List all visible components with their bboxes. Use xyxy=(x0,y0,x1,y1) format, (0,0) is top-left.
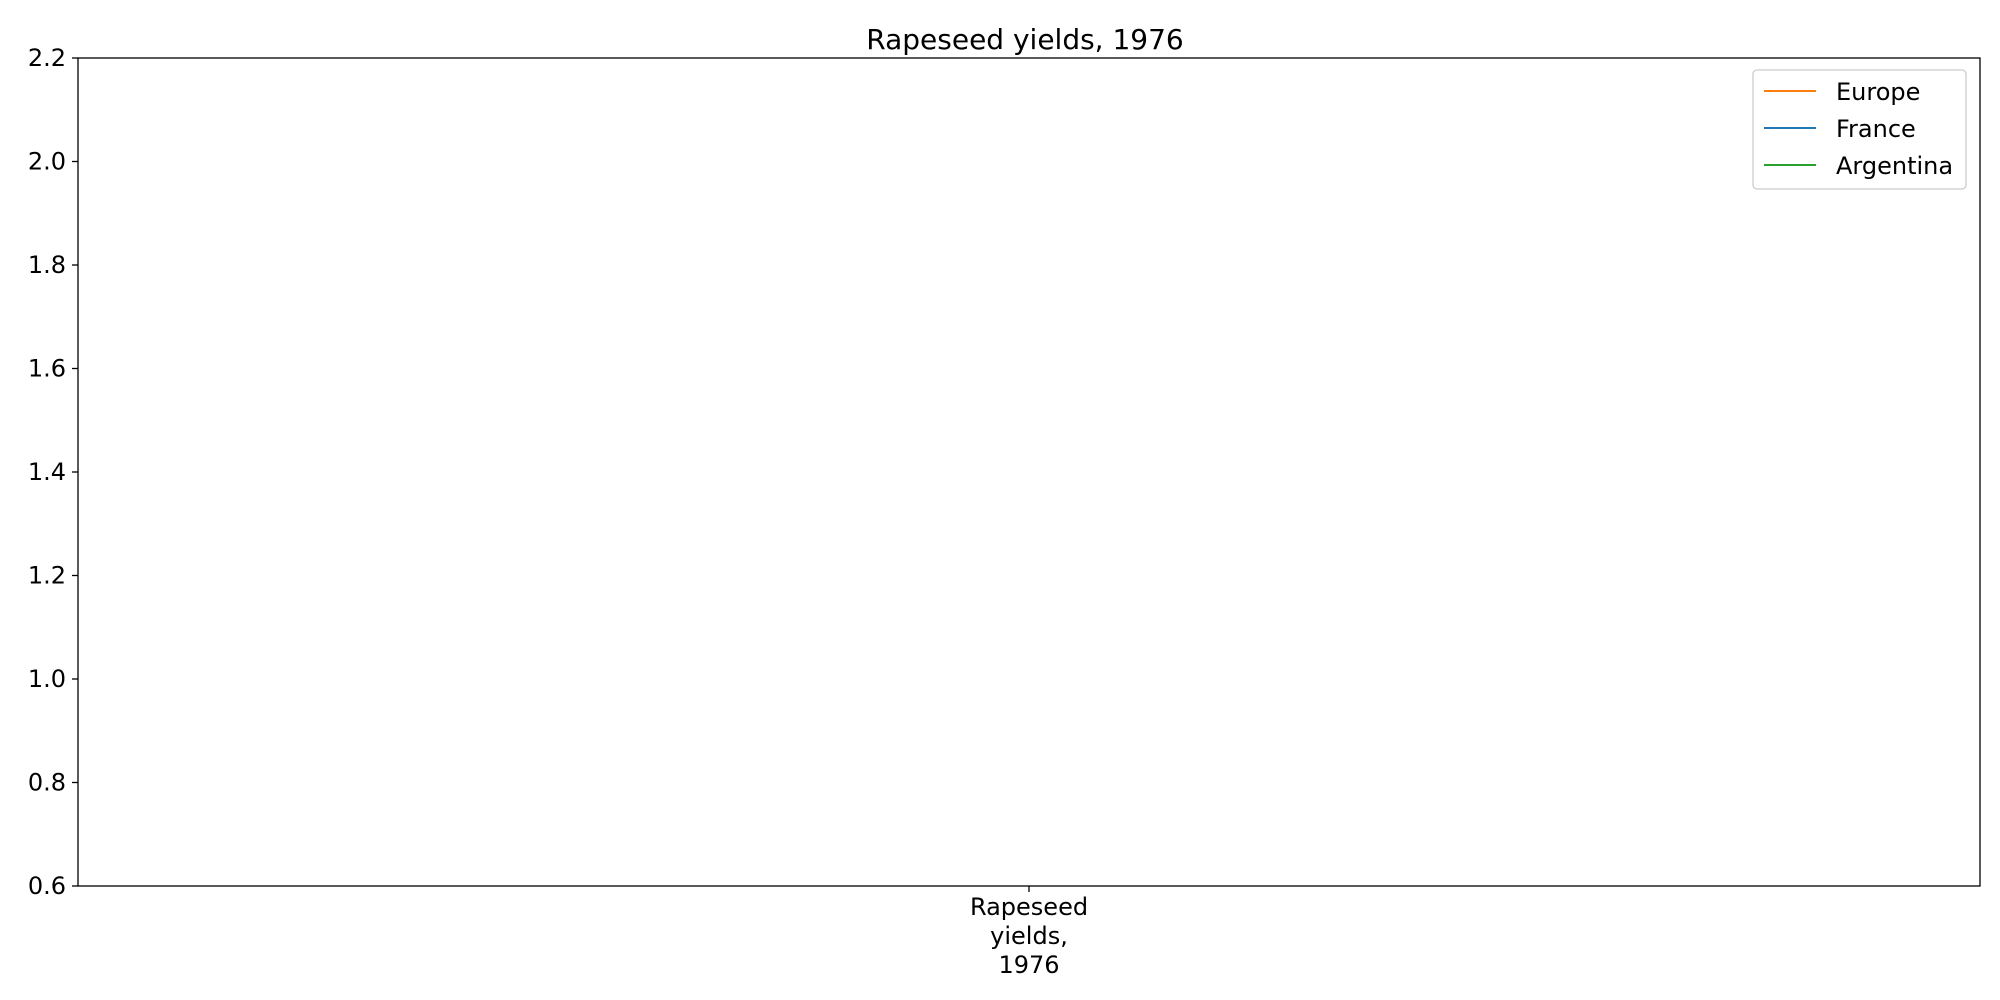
legend-label-france: France xyxy=(1836,115,1916,143)
x-tick-label-line: yields, xyxy=(990,922,1068,950)
legend-box xyxy=(1752,69,1967,190)
x-axis: Rapeseed yields, 1976 xyxy=(970,886,1088,979)
legend: Europe France Argentina xyxy=(1752,69,1967,190)
x-tick-label-line: Rapeseed xyxy=(970,893,1088,921)
y-tick-label: 0.6 xyxy=(28,872,66,900)
y-tick-label: 2.2 xyxy=(28,44,66,72)
x-tick-label: Rapeseed yields, 1976 xyxy=(970,893,1088,979)
x-tick-label-line: 1976 xyxy=(998,951,1059,979)
y-tick-label: 1.6 xyxy=(28,355,66,383)
legend-label-argentina: Argentina xyxy=(1836,152,1953,180)
y-tick-label: 1.2 xyxy=(28,562,66,590)
y-tick-label: 1.4 xyxy=(28,458,66,486)
y-tick-label: 1.8 xyxy=(28,251,66,279)
y-axis: 0.6 0.8 1.0 1.2 1.4 1.6 1.8 2.0 2.2 xyxy=(28,44,78,900)
y-tick-label: 2.0 xyxy=(28,148,66,176)
y-tick-label: 1.0 xyxy=(28,665,66,693)
legend-label-europe: Europe xyxy=(1836,78,1920,106)
chart-title: Rapeseed yields, 1976 xyxy=(866,23,1184,56)
y-tick-label: 0.8 xyxy=(28,769,66,797)
